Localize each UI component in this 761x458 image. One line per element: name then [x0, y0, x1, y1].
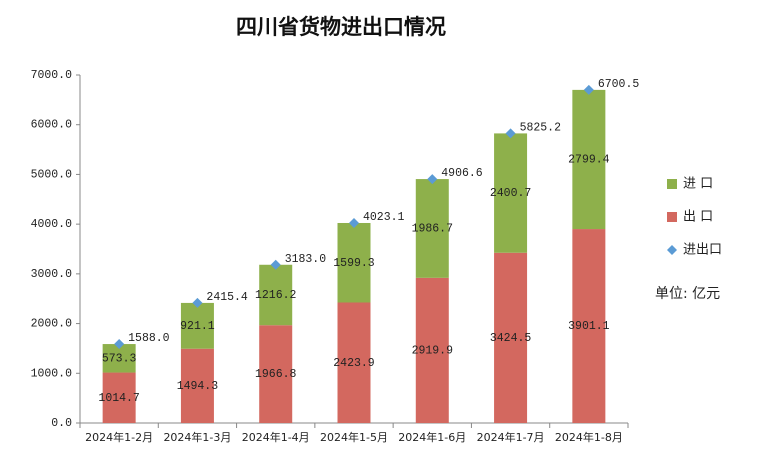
unit-label: 单位: 亿元	[655, 286, 720, 302]
value-label: 1014.7	[98, 392, 139, 405]
bar-segment	[259, 264, 293, 326]
value-label: 4023.1	[363, 211, 405, 224]
legend-label: 出 口	[683, 210, 713, 225]
total-marker	[114, 339, 125, 350]
total-marker	[505, 128, 516, 139]
legend-label: 进 口	[683, 177, 713, 192]
x-tick-label: 2024年1-5月	[320, 430, 388, 444]
value-label: 1966.8	[255, 368, 297, 381]
value-label: 1216.2	[255, 289, 297, 302]
y-tick-label: 3000.0	[31, 268, 73, 281]
bar-segment	[415, 277, 449, 423]
legend-swatch	[667, 212, 677, 222]
value-label: 6700.5	[598, 78, 640, 91]
y-tick-label: 0.0	[51, 417, 72, 430]
value-label: 3183.0	[285, 253, 327, 266]
legend-swatch	[667, 245, 677, 255]
x-tick-label: 2024年1-3月	[163, 430, 231, 444]
y-tick-label: 5000.0	[31, 168, 73, 181]
value-label: 3424.5	[490, 332, 532, 345]
value-label: 1599.3	[333, 257, 375, 270]
value-label: 3901.1	[568, 320, 610, 333]
chart-title: 四川省货物进出口情况	[236, 15, 446, 39]
y-tick-label: 2000.0	[31, 318, 73, 331]
value-label: 2400.7	[490, 187, 531, 200]
value-label: 1588.0	[128, 332, 170, 345]
x-tick-label: 2024年1-4月	[242, 430, 310, 444]
bar-segment	[259, 325, 293, 423]
legend-swatch	[667, 179, 677, 189]
x-tick-label: 2024年1-7月	[477, 430, 545, 444]
value-label: 2919.9	[412, 344, 454, 357]
bar-segment	[494, 133, 528, 253]
y-tick-label: 7000.0	[31, 69, 73, 82]
value-label: 1494.3	[177, 380, 219, 393]
value-label: 4906.6	[441, 167, 483, 180]
x-tick-label: 2024年1-2月	[85, 430, 153, 444]
total-marker	[427, 174, 438, 185]
value-label: 5825.2	[520, 121, 562, 134]
bar-segment	[415, 179, 449, 278]
bar-segment	[337, 302, 371, 423]
y-tick-label: 6000.0	[31, 119, 73, 132]
y-tick-label: 4000.0	[31, 218, 73, 231]
value-label: 921.1	[180, 320, 215, 333]
value-label: 1986.7	[412, 222, 453, 235]
value-label: 573.3	[102, 352, 137, 365]
bar-segment	[180, 302, 214, 349]
total-marker	[583, 84, 594, 95]
bar-segment	[572, 89, 606, 230]
legend-label: 进出口	[683, 243, 722, 258]
bar-segment	[494, 252, 528, 423]
total-marker	[349, 217, 359, 228]
total-marker	[192, 297, 203, 308]
value-label: 2799.4	[568, 154, 610, 167]
x-tick-label: 2024年1-8月	[555, 430, 623, 444]
x-tick-label: 2024年1-6月	[398, 430, 466, 444]
value-label: 2415.4	[206, 291, 248, 304]
y-tick-label: 1000.0	[31, 367, 73, 380]
bar-segment	[572, 229, 606, 423]
value-label: 2423.9	[333, 357, 375, 370]
bar-segment	[337, 222, 371, 303]
bar-segment	[180, 348, 214, 423]
total-marker	[270, 259, 281, 270]
bar-segment	[102, 372, 136, 423]
